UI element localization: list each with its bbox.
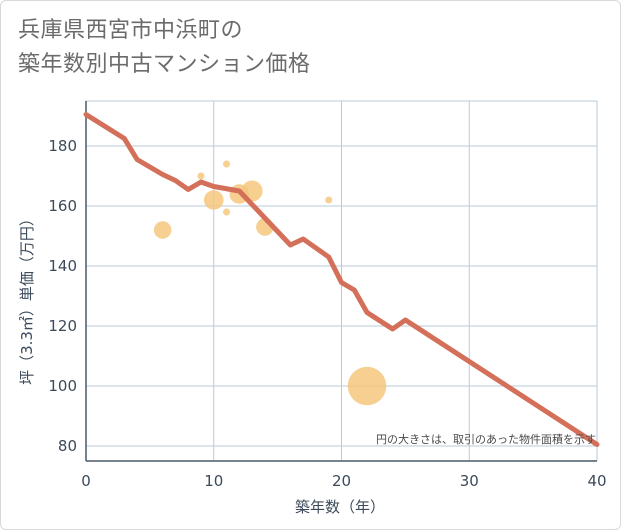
bubble-point [223, 160, 231, 168]
y-tick-label: 100 [48, 377, 77, 395]
chart-title-line2: 築年数別中古マンション価格 [18, 52, 311, 77]
x-tick-label: 40 [587, 472, 606, 490]
x-tick-label: 0 [81, 472, 91, 490]
bubble-point [197, 172, 205, 180]
x-axis-title: 築年数（年） [295, 498, 385, 516]
y-tick-labels: 80 100 120 140 160 180 [48, 137, 77, 455]
bubble-point [325, 196, 333, 204]
y-tick-label: 120 [48, 317, 77, 335]
y-tick-label: 80 [58, 437, 77, 455]
x-tick-label: 30 [460, 472, 479, 490]
bubble-point [347, 366, 387, 406]
bubble-point [223, 208, 231, 216]
chart-title: 兵庫県西宮市中浜町の 築年数別中古マンション価格 [18, 14, 311, 82]
x-tick-label: 10 [204, 472, 223, 490]
y-tick-label: 140 [48, 257, 77, 275]
y-tick-label: 160 [48, 197, 77, 215]
y-tick-label: 180 [48, 137, 77, 155]
x-tick-labels: 0 10 20 30 40 [81, 472, 606, 490]
bubble-series [153, 160, 387, 406]
y-axis-title: 坪（3.3㎡）単価（万円） [18, 211, 36, 385]
trend-line [83, 112, 600, 447]
size-legend-note: 円の大きさは、取引のあった物件面積を示す [376, 432, 596, 446]
bubble-point [203, 190, 224, 210]
plot-frame [85, 100, 598, 462]
bubble-point [153, 221, 172, 239]
chart-title-line1: 兵庫県西宮市中浜町の [18, 18, 244, 43]
trend-line-series [83, 112, 600, 447]
x-tick-label: 20 [332, 472, 351, 490]
